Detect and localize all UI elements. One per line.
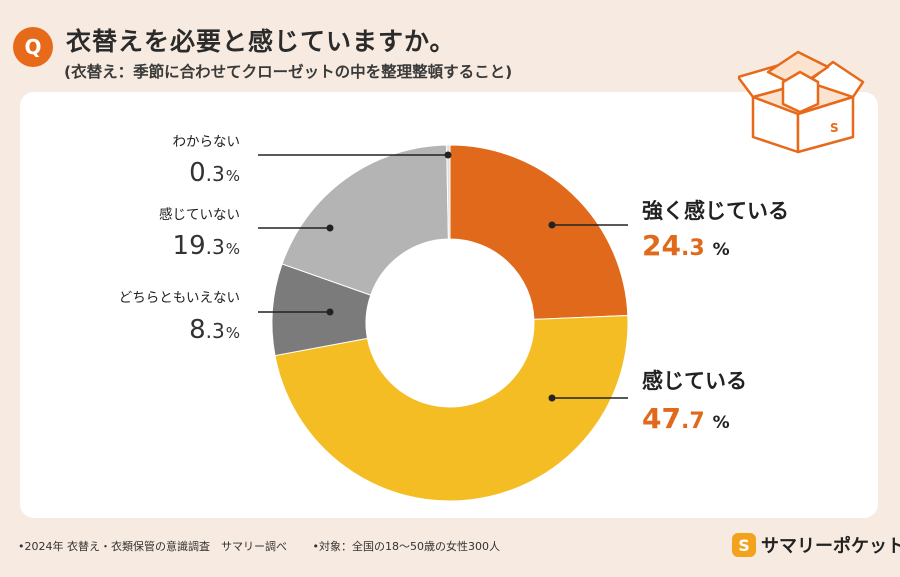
footer-target-note: •対象：全国の18〜50歳の女性300人 — [312, 540, 500, 553]
slice-value-0: 24.3% — [642, 229, 730, 262]
leader-dot-4 — [444, 151, 452, 159]
slice-label-3: 感じていない — [159, 206, 240, 223]
box-illustration-icon: S — [738, 50, 865, 154]
slice-value-2: 8.3% — [189, 315, 240, 345]
slice-value-1: 47.7% — [642, 402, 730, 435]
slice-value-3: 19.3% — [173, 231, 240, 261]
leader-dot-1 — [548, 394, 556, 402]
brand-mark-icon: S — [732, 533, 756, 557]
slice-label-4: わからない — [173, 134, 241, 150]
footer-notes: •2024年 衣替え・衣類保管の意識調査 サマリー調べ •対象：全国の18〜50… — [18, 538, 522, 554]
slice-label-0: 強く感じている — [642, 199, 789, 223]
brand-logo: S サマリーポケット — [732, 532, 900, 558]
footer-survey-note: •2024年 衣替え・衣類保管の意識調査 サマリー調べ — [18, 540, 287, 553]
leader-dot-0 — [548, 221, 556, 229]
question-badge: Q — [13, 27, 53, 67]
leader-dot-3 — [326, 224, 334, 232]
donut-slices — [271, 144, 629, 502]
donut-hole — [366, 239, 534, 407]
slice-label-2: どちらともいえない — [119, 290, 240, 306]
slice-value-4: 0.3% — [189, 158, 240, 188]
page-subtitle: (衣替え：季節に合わせてクローゼットの中を整理整頓すること) — [64, 63, 513, 81]
slice-labels: 強く感じている 24.3 % 感じている 47.7 % どちらともいえない 8.3% 感じていな… — [119, 134, 789, 435]
page-title: 衣替えを必要と感じていますか。 — [66, 27, 456, 56]
leader-lines — [258, 151, 628, 402]
slice-label-1: 感じている — [642, 369, 747, 393]
leader-dot-2 — [326, 308, 334, 316]
svg-text:S: S — [830, 121, 839, 135]
brand-name: サマリーポケット — [761, 536, 900, 557]
